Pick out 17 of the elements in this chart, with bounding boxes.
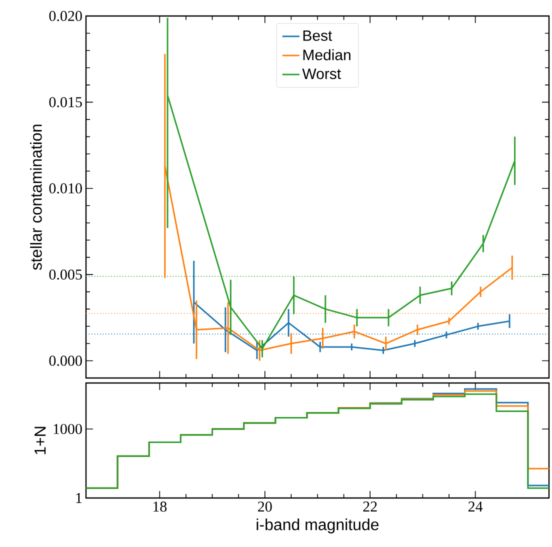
x-tick-label: 22: [363, 502, 377, 512]
legend-label: Worst: [302, 68, 341, 80]
x-tick-label: 24: [468, 502, 483, 512]
y-axis-title: stellar contamination: [30, 124, 42, 270]
y-tick-label: 0.020: [49, 10, 82, 22]
y-tick-label: 0.010: [49, 183, 82, 194]
legend-label: Best: [303, 30, 332, 41]
y-tick-label: 1000: [54, 424, 82, 434]
y-tick-label: 0.015: [49, 97, 82, 108]
x-tick-label: 18: [153, 502, 167, 512]
y-tick-label: 0.005: [49, 269, 82, 280]
legend-label: Median: [303, 49, 350, 60]
y-axis-title: 1+N: [34, 426, 46, 454]
y-tick-label: 0.000: [49, 356, 82, 366]
y-tick-label: 1: [76, 493, 82, 503]
x-tick-label: 20: [258, 502, 272, 512]
x-axis-title: i-band magnitude: [256, 518, 379, 534]
